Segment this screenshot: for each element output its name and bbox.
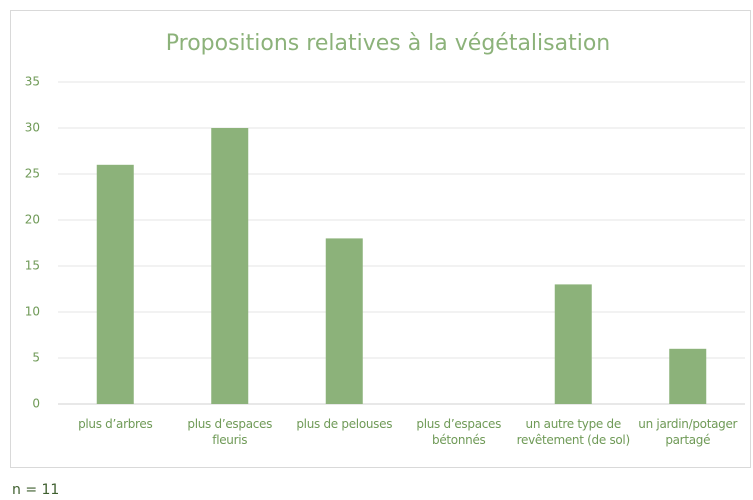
x-tick-label: plus d’arbres	[78, 417, 153, 431]
y-tick-label: 5	[32, 351, 40, 365]
chart-frame	[10, 10, 751, 468]
bar	[211, 128, 249, 404]
bar	[96, 164, 134, 404]
x-tick-label: plus d’espaces fleuris	[187, 417, 273, 447]
annotation: n = 11	[12, 482, 60, 498]
y-tick-label: 10	[25, 305, 40, 319]
x-tick-label: un autre type de revêtement (de sol)	[516, 417, 631, 447]
chart-title: Propositions relatives à la végétalisati…	[166, 31, 610, 56]
y-tick-label: 15	[25, 259, 40, 273]
y-tick-label: 20	[25, 213, 40, 227]
y-tick-label: 30	[25, 121, 40, 135]
bar	[325, 238, 363, 404]
x-tick-label: plus de pelouses	[296, 417, 393, 431]
y-tick-label: 35	[25, 75, 40, 89]
y-tick-label: 25	[25, 167, 40, 181]
y-tick-label: 0	[32, 397, 40, 411]
x-tick-label: un jardin/potager partagé	[638, 417, 738, 447]
bar	[669, 348, 707, 404]
bar	[554, 284, 592, 404]
x-tick-label: plus d’espaces bétonnés	[416, 417, 502, 447]
